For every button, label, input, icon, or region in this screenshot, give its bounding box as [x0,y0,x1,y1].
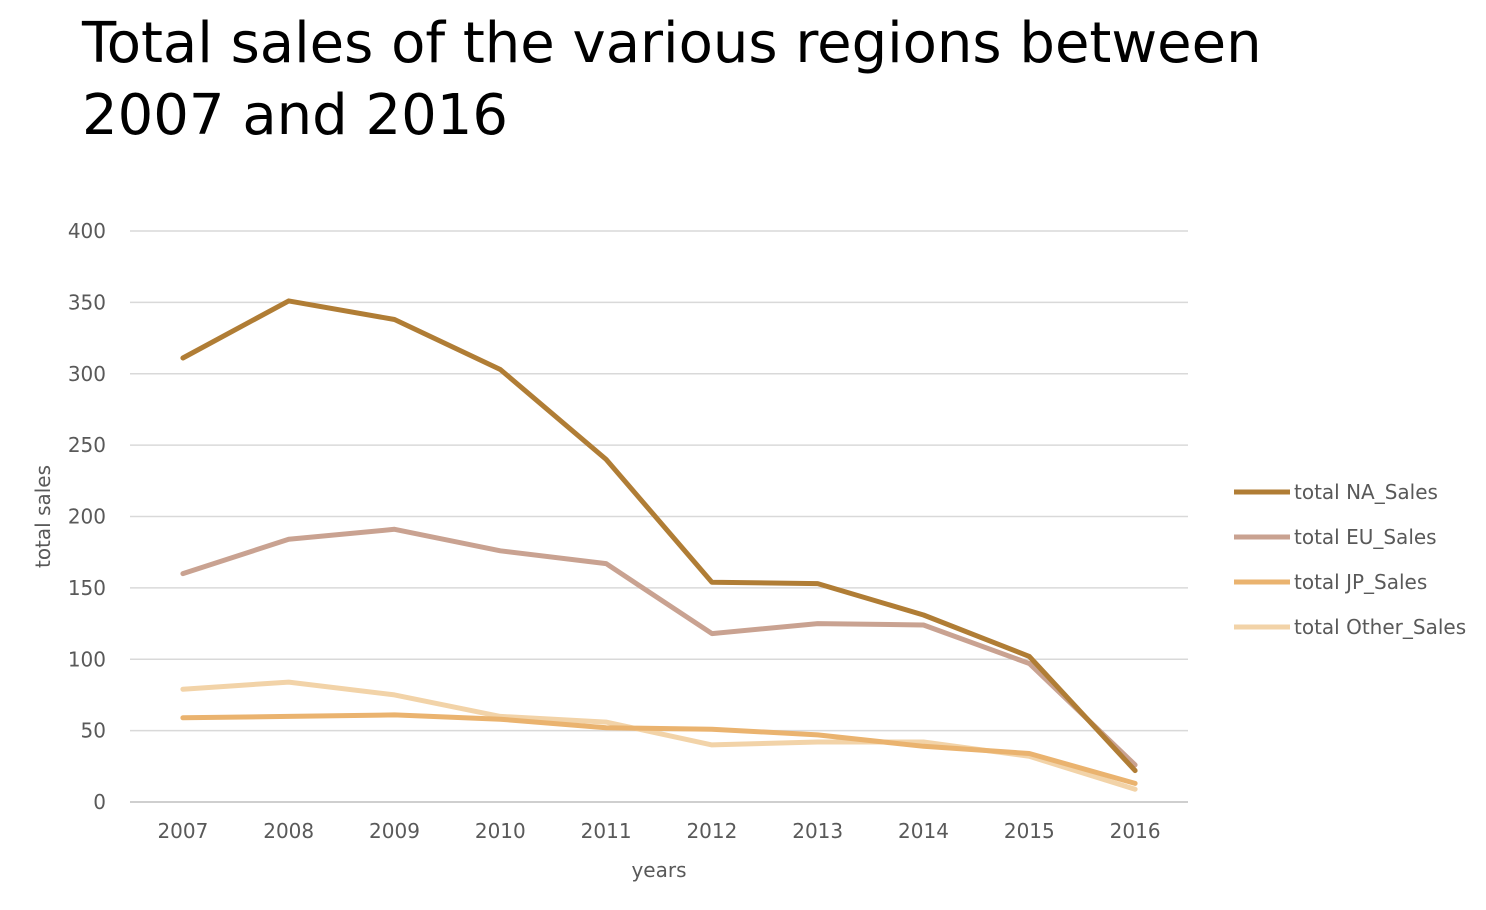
series-line-total-na-sales [180,298,1138,774]
x-tick-label: 2008 [263,819,314,843]
legend-label: total Other_Sales [1294,615,1466,639]
legend-label: total EU_Sales [1294,525,1437,549]
x-tick-label: 2014 [898,819,949,843]
y-tick-label: 200 [68,505,106,529]
chart-title: Total sales of the various regions betwe… [82,11,1262,148]
x-tick-label: 2015 [1004,819,1055,843]
y-tick-label: 350 [68,290,106,314]
x-tick-label: 2009 [369,819,420,843]
x-tick-label: 2007 [157,819,208,843]
x-tick-label: 2016 [1110,819,1161,843]
x-tick-label: 2013 [792,819,843,843]
y-axis-title: total sales [31,465,55,568]
series-line-total-eu-sales [180,526,1138,768]
y-tick-label: 0 [93,790,106,814]
legend-label: total NA_Sales [1294,480,1438,504]
y-axis-ticks: 0 50 100 150 200 250 300 350 400 [68,219,106,814]
legend-label: total JP_Sales [1294,570,1427,594]
x-axis-title: years [631,858,686,882]
series-line-total-jp-sales [180,712,1138,786]
x-axis-ticks: 2007 2008 2009 2010 2011 2012 2013 2014 2015 2016 [157,819,1160,843]
y-tick-label: 400 [68,219,106,243]
y-tick-label: 300 [68,362,106,386]
y-tick-label: 50 [81,719,106,743]
y-tick-label: 250 [68,433,106,457]
series-lines [180,298,1138,792]
x-tick-label: 2012 [686,819,737,843]
y-tick-label: 150 [68,576,106,600]
x-tick-label: 2011 [581,819,632,843]
x-tick-label: 2010 [475,819,526,843]
y-tick-label: 100 [68,647,106,671]
series-line-total-other-sales [180,679,1138,792]
